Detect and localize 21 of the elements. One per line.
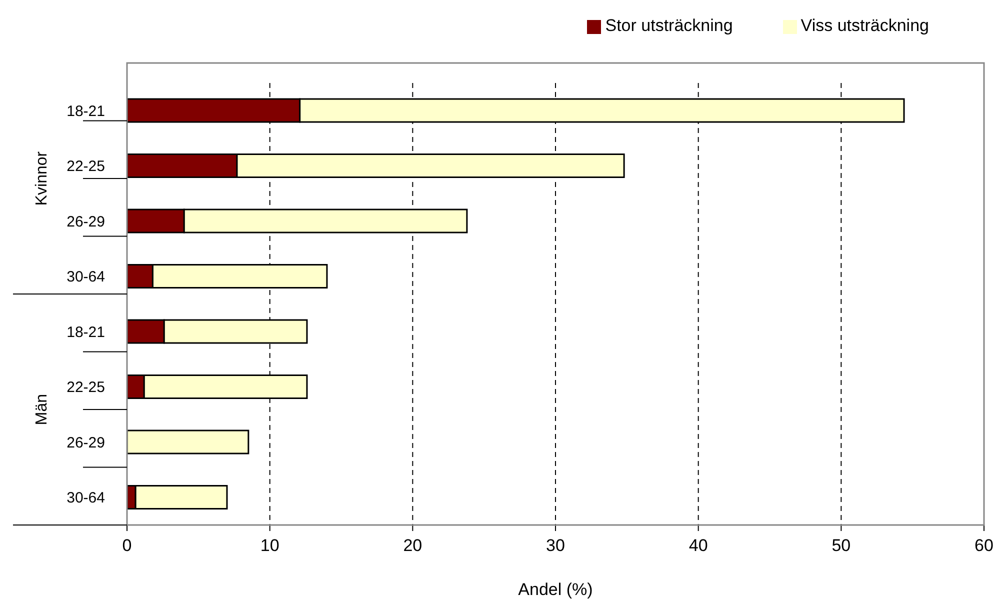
y-tick-label: 18-21	[66, 324, 105, 341]
legend-label: Viss utsträckning	[800, 16, 929, 35]
x-axis-title: Andel (%)	[518, 580, 593, 599]
y-tick-label: 26-29	[66, 213, 105, 230]
y-tick-label: 30-64	[66, 490, 105, 507]
x-tick-label: 30	[546, 536, 565, 556]
y-tick-label: 30-64	[66, 268, 105, 286]
text: Män	[34, 394, 50, 426]
y-tick-label: 22-25	[66, 158, 105, 176]
bar	[127, 430, 250, 454]
x-tick-label: 20	[403, 536, 422, 556]
x-tick-label: 0	[122, 536, 132, 556]
y-tick-label: 22-25	[66, 379, 105, 396]
text: Kvinnor	[34, 150, 50, 206]
x-tick-label: 10	[260, 536, 280, 556]
x-tick-label: 50	[832, 536, 851, 556]
x-tick-label: 40	[688, 536, 708, 556]
y-tick-label: 26-29	[66, 434, 105, 452]
y-tick-label: 18-21	[66, 102, 105, 120]
legend-label: Stor utsträckning	[605, 16, 733, 35]
x-tick-label: 60	[974, 536, 994, 556]
